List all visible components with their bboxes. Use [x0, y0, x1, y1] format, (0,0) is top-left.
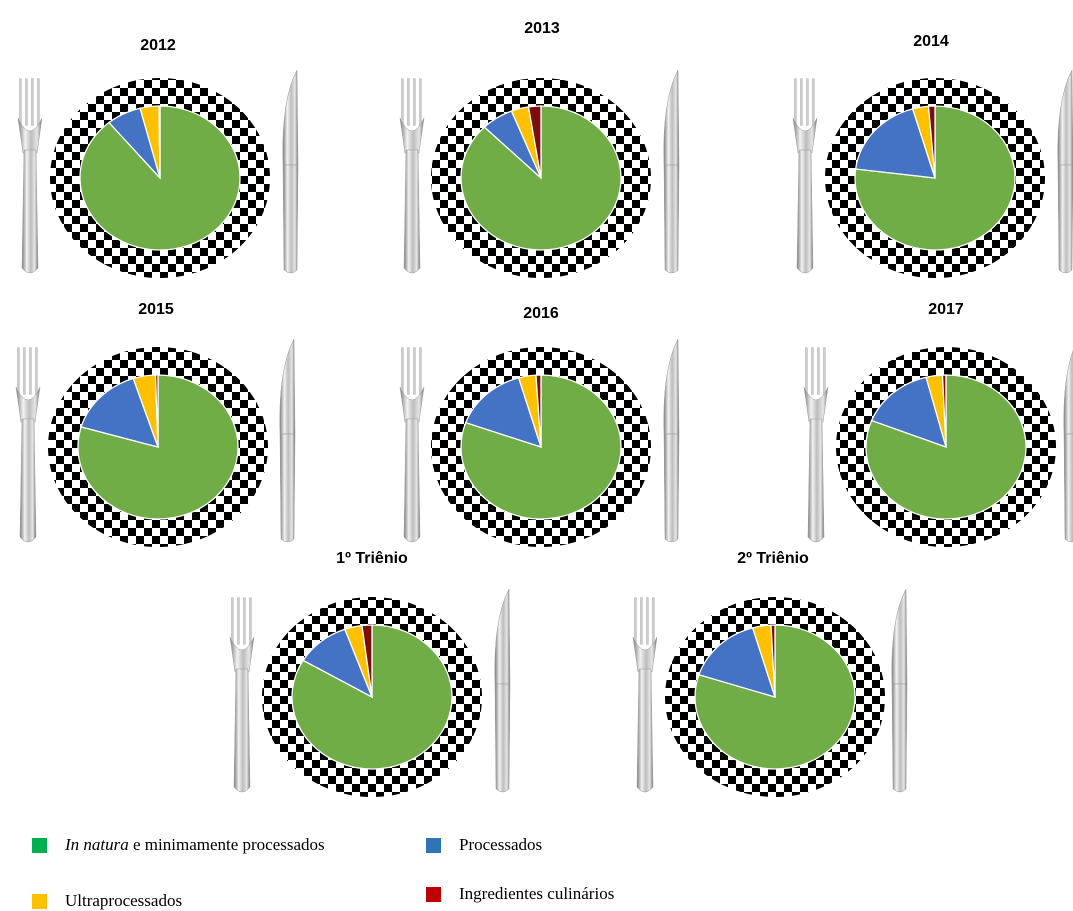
knife-icon: [279, 338, 296, 543]
legend-swatch-processados: [426, 837, 441, 853]
legend-swatch-ultraprocessados: [32, 893, 47, 909]
pie-panel: 2012: [50, 37, 270, 278]
legend-swatch-in-natura: [32, 837, 47, 853]
pie-panel: 2º Triênio: [665, 550, 885, 797]
legend-label-processados: Processados: [459, 835, 543, 854]
knife-icon: [282, 69, 299, 274]
pie-slice-ingredientes: [361, 624, 373, 698]
pie-title: 2014: [913, 33, 949, 50]
pie-slice-ingredientes: [158, 105, 161, 179]
pie-title: 2015: [138, 301, 174, 318]
pie-slice-ingredientes: [154, 374, 159, 448]
knife-icon: [1063, 349, 1073, 543]
legend-label-in-natura-rest: e minimamente processados: [128, 835, 325, 854]
fork-icon: [229, 597, 255, 793]
legend-swatch-ingredientes: [426, 886, 441, 902]
pie-panel: 2014: [825, 33, 1045, 278]
knife-icon: [663, 338, 680, 543]
pie-slice-ingredientes: [527, 105, 542, 179]
pie-panel: 2017: [836, 301, 1056, 547]
legend-item-ultraprocessados: Ultraprocessados: [32, 891, 182, 911]
pie-title: 2016: [523, 305, 559, 322]
legend-label-ingredientes: Ingredientes culinários: [459, 884, 615, 903]
pie-title: 2013: [524, 20, 560, 37]
pie-slice-ingredientes: [941, 374, 947, 448]
fork-icon: [803, 347, 829, 543]
pie-slice-processados: [854, 108, 936, 179]
legend-label-in-natura-italic: In natura: [65, 835, 129, 854]
pie-panel: 2016: [431, 305, 651, 547]
pie-slice-processados: [870, 376, 947, 449]
legend-item-processados: Processados: [426, 835, 542, 855]
knife-icon: [891, 588, 908, 793]
fork-icon: [15, 347, 41, 543]
pie-title: 2017: [928, 301, 964, 318]
pie-slice-processados: [698, 627, 776, 698]
fork-icon: [792, 78, 818, 274]
knife-icon: [663, 69, 680, 274]
fork-icon: [399, 347, 425, 543]
fork-icon: [399, 78, 425, 274]
pie-panel: 2015: [48, 301, 268, 547]
pie-slice-ingredientes: [535, 374, 542, 448]
pie-slice-ingredientes: [927, 105, 936, 179]
pie-panel: 1º Triênio: [262, 550, 482, 797]
pie-title: 1º Triênio: [336, 550, 408, 567]
legend-label-ultraprocessados: Ultraprocessados: [65, 891, 183, 910]
legend-item-in-natura: In natura e minimamente processados: [32, 835, 325, 855]
fork-icon: [632, 597, 658, 793]
pie-panel: 2013: [431, 20, 651, 278]
fork-icon: [17, 78, 43, 274]
knife-icon: [1057, 69, 1073, 274]
pie-slice-processados: [464, 377, 543, 449]
legend-item-ingredientes: Ingredientes culinários: [426, 884, 614, 904]
legend-label-in-natura: In natura e minimamente processados: [65, 835, 325, 855]
pie-title: 2012: [140, 37, 176, 54]
knife-icon: [494, 588, 511, 793]
pie-slice-ingredientes: [770, 624, 776, 698]
pie-title: 2º Triênio: [737, 550, 809, 567]
